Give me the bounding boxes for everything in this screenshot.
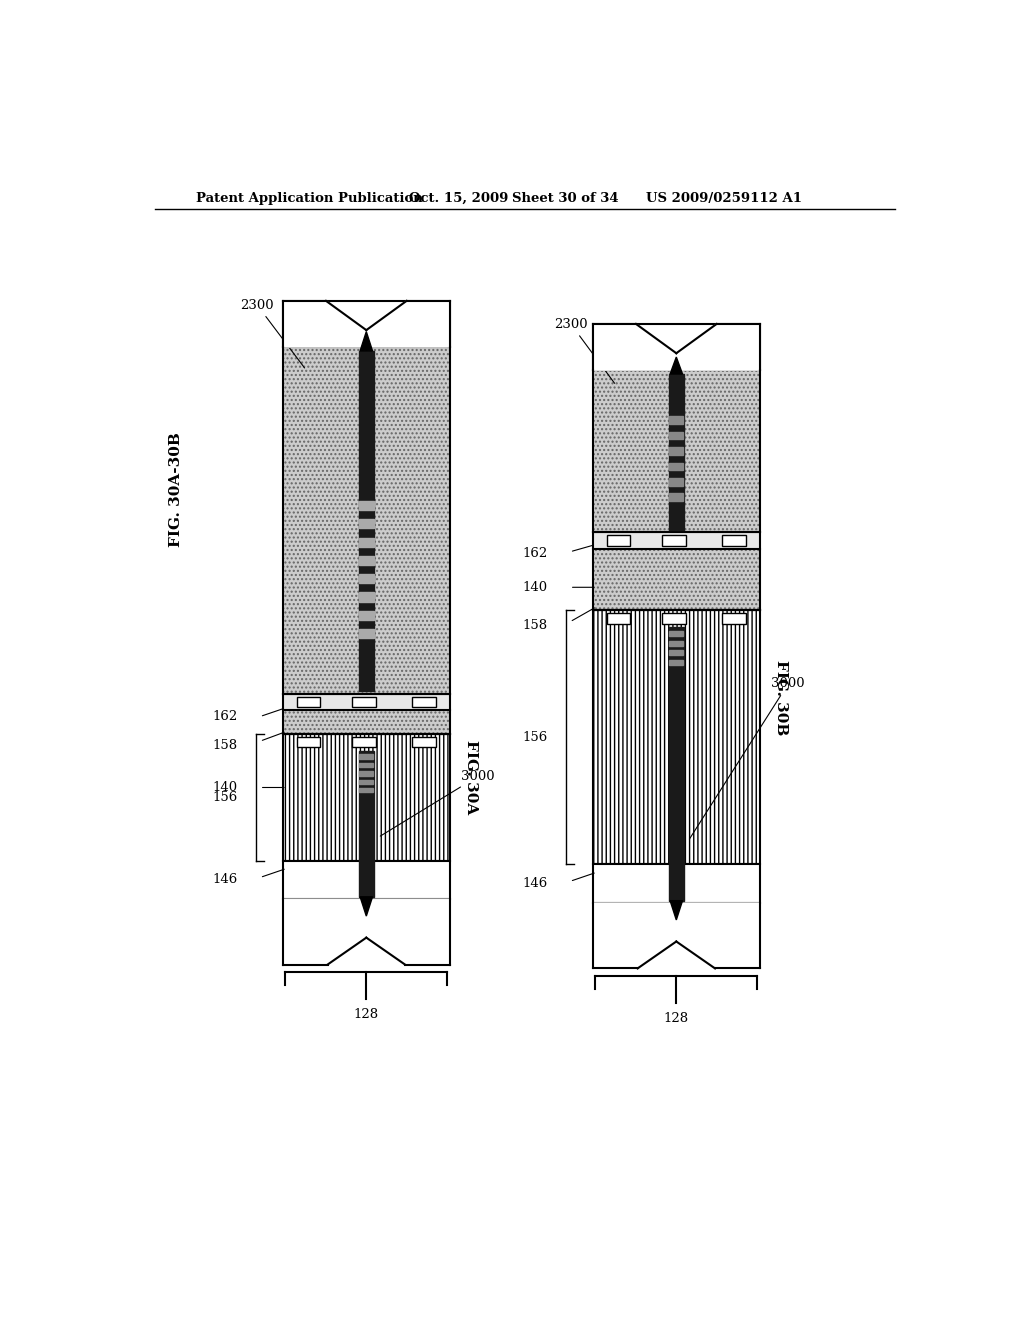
Text: 158: 158 [523, 619, 548, 632]
Polygon shape [283, 899, 450, 965]
Text: FIG. 30A-30B: FIG. 30A-30B [169, 432, 183, 546]
Polygon shape [358, 351, 374, 692]
Bar [593, 323, 760, 370]
Polygon shape [360, 896, 373, 916]
Polygon shape [358, 751, 374, 896]
Bar [593, 370, 760, 532]
Bar [593, 865, 760, 903]
Bar [593, 610, 760, 865]
Polygon shape [360, 331, 373, 351]
Text: 156: 156 [523, 731, 548, 744]
Polygon shape [670, 478, 683, 486]
Bar [413, 697, 435, 708]
Bar [283, 710, 450, 734]
Bar [722, 535, 745, 545]
Polygon shape [593, 323, 760, 370]
Bar [607, 614, 630, 624]
Text: 2300: 2300 [554, 318, 614, 383]
Bar [352, 737, 376, 747]
Text: 140: 140 [523, 581, 548, 594]
Text: 146: 146 [523, 878, 548, 890]
Text: 2300: 2300 [241, 298, 304, 368]
Polygon shape [358, 519, 374, 528]
Bar [297, 737, 321, 747]
Polygon shape [283, 301, 450, 347]
Text: 158: 158 [213, 739, 238, 751]
Polygon shape [670, 651, 683, 655]
Bar [283, 693, 450, 710]
Polygon shape [670, 432, 683, 440]
Text: 3000: 3000 [380, 770, 495, 836]
Text: 3000: 3000 [689, 677, 805, 840]
Bar [663, 535, 686, 545]
Text: 162: 162 [523, 546, 548, 560]
Polygon shape [358, 574, 374, 583]
Text: 162: 162 [213, 710, 238, 723]
Text: Patent Application Publication: Patent Application Publication [197, 191, 423, 205]
Polygon shape [670, 462, 683, 470]
Polygon shape [670, 494, 683, 502]
Bar [593, 532, 760, 549]
Text: Sheet 30 of 34: Sheet 30 of 34 [512, 191, 618, 205]
Bar [297, 697, 321, 708]
Polygon shape [359, 771, 374, 776]
Polygon shape [669, 374, 684, 529]
Text: US 2009/0259112 A1: US 2009/0259112 A1 [646, 191, 802, 205]
Polygon shape [359, 755, 374, 759]
Polygon shape [359, 763, 374, 767]
Polygon shape [358, 502, 374, 511]
Text: FIG. 30B: FIG. 30B [774, 660, 788, 735]
Bar [722, 614, 745, 624]
Bar [283, 734, 450, 861]
Polygon shape [670, 640, 683, 645]
Polygon shape [669, 627, 684, 900]
Bar [663, 614, 686, 624]
Bar [283, 301, 450, 347]
Text: 146: 146 [213, 874, 238, 887]
Polygon shape [359, 780, 374, 784]
Polygon shape [358, 537, 374, 546]
Text: FIG. 30A: FIG. 30A [464, 741, 478, 814]
Bar [413, 737, 435, 747]
Polygon shape [670, 447, 683, 455]
Bar [352, 697, 376, 708]
Polygon shape [670, 416, 683, 424]
Bar [593, 549, 760, 610]
Polygon shape [358, 630, 374, 638]
Text: Oct. 15, 2009: Oct. 15, 2009 [409, 191, 508, 205]
Polygon shape [670, 631, 683, 636]
Bar [607, 535, 630, 545]
Bar [283, 347, 450, 693]
Polygon shape [358, 593, 374, 602]
Polygon shape [593, 903, 760, 969]
Text: 128: 128 [664, 1012, 689, 1026]
Text: 156: 156 [213, 791, 238, 804]
Polygon shape [358, 556, 374, 565]
Polygon shape [670, 660, 683, 665]
Text: 128: 128 [353, 1008, 379, 1022]
Bar [283, 861, 450, 899]
Polygon shape [359, 788, 374, 792]
Polygon shape [670, 900, 683, 920]
Text: 140: 140 [213, 781, 238, 795]
Polygon shape [670, 358, 683, 374]
Polygon shape [358, 611, 374, 620]
